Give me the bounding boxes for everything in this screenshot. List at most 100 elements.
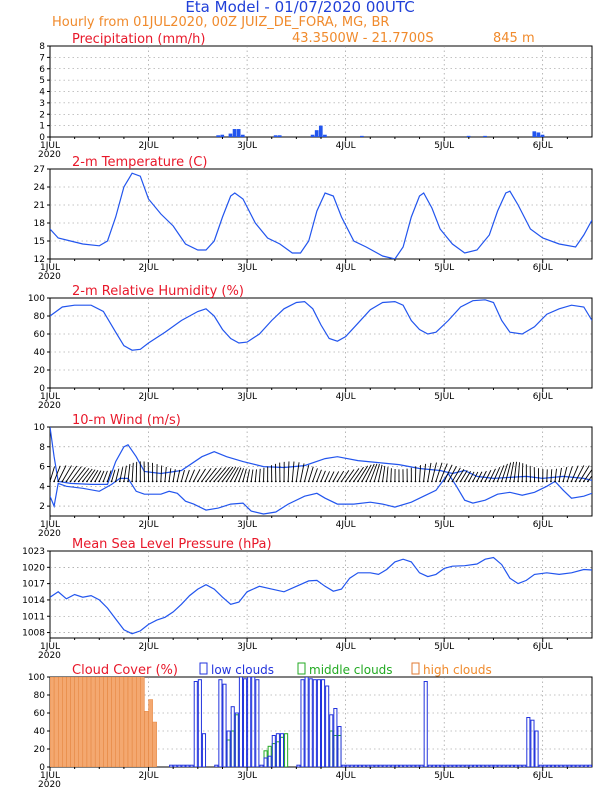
wind-barb-head <box>578 480 581 483</box>
wind-barb <box>160 465 163 482</box>
precip-bar <box>466 135 471 137</box>
precip-ytick-label: 0 <box>39 133 45 143</box>
wind-barb-head <box>500 480 503 483</box>
cloud-low-bar <box>378 764 383 767</box>
wind-barb <box>287 461 290 482</box>
mslp-ytick-label: 1020 <box>22 563 45 573</box>
wind-barb-head <box>102 480 105 483</box>
mslp-ytick-label: 1008 <box>22 629 45 639</box>
wind-barb <box>353 466 364 482</box>
wind-barb <box>258 468 261 482</box>
cloud-low-bar <box>349 764 354 767</box>
cloud-low-bar <box>567 764 572 767</box>
wind-barb <box>197 468 206 482</box>
wind-barb-head <box>201 480 203 483</box>
wind-xtick-label: 4JUL <box>336 520 356 530</box>
mslp-panel: 1008 1011 1014 1017 1020 1023 1JUL 2JUL 3JUL 4JUL… <box>22 537 593 661</box>
wind-barb <box>176 469 181 482</box>
wind-barb-head <box>151 480 154 483</box>
wind-barb <box>50 466 55 482</box>
wind-barb <box>484 469 492 482</box>
cloud-low-bar <box>316 679 322 767</box>
wind-barb <box>98 470 105 482</box>
cloud-middle-bar <box>284 733 289 767</box>
wind-ytick-label: 2 <box>39 502 45 512</box>
wind-barb <box>579 465 590 482</box>
cloud-high-bar <box>62 677 67 767</box>
cloud-high-bar <box>140 677 145 767</box>
wind-barb <box>583 468 592 482</box>
wind-barb <box>562 466 568 482</box>
wind-barb-head <box>320 480 322 483</box>
wind-barb <box>439 463 448 482</box>
cloud-high-bar <box>74 677 79 767</box>
precip-xtick-label: 6JUL <box>533 141 553 151</box>
wind-barb <box>386 467 389 482</box>
cloud-low-bar <box>423 681 428 767</box>
wind-barb-head <box>164 480 166 483</box>
cloud-low-bar <box>460 764 465 767</box>
wind-ytick-label: 6 <box>39 463 45 473</box>
wind-barb-head <box>430 480 433 483</box>
wind-barb-head <box>106 480 109 483</box>
wind-barb <box>53 465 61 482</box>
wind-barb <box>86 469 96 482</box>
wind-barb-head <box>426 480 429 483</box>
precip-bar <box>540 134 545 137</box>
wind-barb-head <box>254 480 257 483</box>
wind-barb <box>102 470 108 482</box>
cloud-low-bar <box>366 764 371 767</box>
wind-barb-head <box>344 480 347 483</box>
wind-barb <box>320 470 326 482</box>
wind-barb <box>456 469 465 482</box>
wind-barb <box>369 463 378 482</box>
wind-barb-head <box>336 480 339 483</box>
cloud-ytick-label: 100 <box>28 673 45 683</box>
wind-barb-head <box>250 480 253 483</box>
wind-barb-head <box>57 480 60 483</box>
cloud-low-bar <box>374 764 379 767</box>
rh-xtick-label: 1JUL <box>40 392 60 402</box>
wind-barb <box>57 465 67 482</box>
wind-barb <box>571 465 579 482</box>
wind-barb-head <box>586 480 589 483</box>
wind-barb <box>472 471 479 482</box>
cloud-low-bar <box>497 764 502 767</box>
precip-ytick-label: 7 <box>39 53 45 63</box>
cloud-low-bar <box>489 764 494 767</box>
wind-barb-head <box>147 480 150 483</box>
temp-series-line <box>50 172 592 259</box>
precip-xtick-label: 2JUL <box>139 141 159 151</box>
wind-barb-head <box>283 480 285 483</box>
wind-barb-head <box>525 480 528 483</box>
temp-ytick-label: 21 <box>34 201 45 211</box>
legend-label: middle clouds <box>309 663 393 677</box>
rh-xtick-label: 2JUL <box>139 392 159 402</box>
cloud-low-bar <box>333 708 338 767</box>
wind-barb-head <box>517 480 519 483</box>
wind-barb <box>201 468 212 482</box>
cloud-xtick-label: 4JUL <box>336 771 356 781</box>
wind-barb <box>123 465 127 482</box>
cloud-low-bar <box>300 679 305 767</box>
wind-barb-head <box>139 480 142 483</box>
wind-barb <box>205 467 217 482</box>
mslp-year-label: 2020 <box>38 651 61 661</box>
wind-barb <box>217 466 230 482</box>
wind-barb-head <box>574 480 577 483</box>
wind-barb-head <box>81 480 84 483</box>
wind-barb <box>493 466 501 482</box>
cloud-low-bar <box>177 764 182 767</box>
cloud-low-bar <box>275 733 280 767</box>
wind-barb-head <box>365 480 368 483</box>
mslp-xtick-label: 2JUL <box>139 642 159 652</box>
wind-barb-head <box>205 480 207 483</box>
mslp-ytick-label: 1017 <box>22 580 45 590</box>
cloud-year-label: 2020 <box>38 780 61 790</box>
mslp-ytick-label: 1014 <box>22 596 45 606</box>
wind-barb <box>447 466 457 482</box>
wind-barb <box>566 466 573 482</box>
cloud-low-bar <box>308 678 313 767</box>
cloud-low-bar <box>193 681 198 767</box>
